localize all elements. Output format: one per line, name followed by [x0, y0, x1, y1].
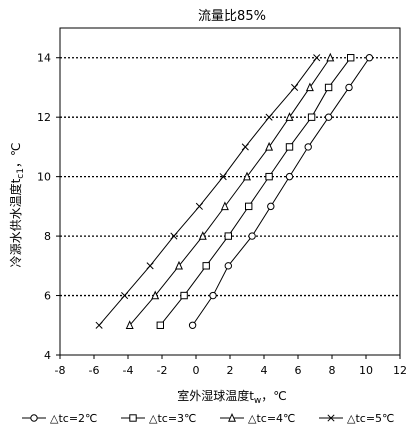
series-line	[98, 57, 318, 326]
data-point-circle	[345, 83, 353, 92]
y-axis: 4 6 8 10 12 14	[37, 52, 60, 362]
series-square	[156, 54, 355, 329]
data-point-triangle	[285, 112, 294, 121]
data-point-circle	[224, 262, 233, 270]
gridlines	[60, 57, 400, 297]
data-point-triangle	[265, 141, 274, 151]
x-tick-label: 6	[295, 364, 302, 377]
data-point-cross	[146, 262, 154, 270]
legend-label: △tc=3℃	[149, 412, 196, 425]
data-point-triangle	[326, 52, 335, 62]
series-circle	[188, 54, 374, 329]
y-tick-label: 6	[44, 290, 51, 303]
legend-item: △tc=3℃	[121, 412, 196, 425]
data-point-circle	[248, 232, 256, 240]
legend-label: △tc=4℃	[248, 412, 295, 425]
series-line	[129, 57, 331, 326]
series-triangle	[125, 52, 335, 329]
data-point-circle	[209, 291, 217, 300]
data-point-cross	[195, 202, 203, 210]
x-axis-title: 室外湿球温度tw，℃	[177, 388, 287, 406]
y-tick-label: 10	[37, 171, 51, 184]
x-axis-title-subscript: w	[254, 396, 261, 406]
y-tick-label: 12	[37, 111, 51, 124]
data-point-cross	[241, 143, 249, 151]
x-tick-label: -6	[89, 364, 100, 377]
x-tick-label: -8	[55, 364, 66, 377]
data-point-cross	[170, 232, 178, 240]
data-point-triangle	[175, 260, 183, 270]
data-point-circle	[285, 172, 294, 181]
legend-marker	[327, 414, 335, 422]
legend-marker	[30, 414, 38, 422]
y-tick-label: 14	[37, 52, 51, 65]
data-point-circle	[267, 202, 275, 211]
data-point-cross	[95, 321, 103, 329]
plot-frame	[59, 27, 401, 356]
data-point-square	[156, 321, 165, 329]
data-point-circle	[324, 113, 333, 121]
data-point-square	[224, 232, 233, 240]
data-point-triangle	[198, 231, 207, 240]
x-tick-label: 12	[393, 364, 407, 377]
data-point-square	[285, 143, 294, 151]
data-point-cross	[121, 291, 129, 300]
data-point-square	[324, 83, 333, 92]
legend-item: △tc=2℃	[22, 412, 97, 425]
legend-item: △tc=5℃	[319, 412, 394, 425]
data-point-triangle	[305, 82, 314, 92]
x-tick-label: -4	[123, 364, 134, 377]
x-tick-label: 8	[329, 364, 336, 377]
data-point-cross	[219, 173, 227, 181]
y-tick-label: 8	[44, 230, 51, 243]
data-point-circle	[365, 54, 374, 62]
x-tick-label: 0	[193, 364, 200, 377]
series-line	[159, 57, 352, 326]
series-cross	[95, 54, 321, 329]
legend-marker	[228, 412, 236, 422]
legend-marker	[129, 414, 137, 422]
x-tick-label: -2	[157, 364, 168, 377]
legend: △tc=2℃ △tc=3℃ △tc=4℃ △tc=5℃	[22, 412, 394, 425]
data-point-square	[347, 54, 355, 62]
y-axis-title: 冷源水供水温度tc1，℃	[8, 143, 26, 268]
data-point-triangle	[220, 201, 229, 211]
data-point-triangle	[125, 320, 134, 329]
y-tick-label: 4	[44, 349, 51, 362]
x-tick-label: 2	[227, 364, 234, 377]
legend-label: △tc=2℃	[50, 412, 97, 425]
data-point-circle	[188, 321, 197, 329]
series-line	[192, 57, 370, 326]
data-point-square	[202, 262, 210, 270]
chart-title: 流量比85%	[198, 9, 266, 24]
series-layer	[95, 52, 374, 329]
x-tick-label: 4	[261, 364, 268, 377]
data-point-square	[307, 113, 316, 121]
data-point-cross	[313, 54, 321, 62]
data-point-square	[245, 202, 253, 211]
y-axis-title-subscript: c1	[16, 168, 26, 179]
data-point-circle	[304, 143, 312, 151]
x-tick-label: 10	[359, 364, 373, 377]
data-point-cross	[265, 113, 273, 121]
data-point-square	[265, 172, 273, 181]
legend-label: △tc=5℃	[347, 412, 394, 425]
data-point-cross	[291, 83, 299, 92]
legend-item: △tc=4℃	[220, 412, 295, 425]
data-point-triangle	[151, 290, 160, 300]
data-point-square	[180, 291, 188, 300]
data-point-triangle	[243, 171, 251, 181]
x-axis: -8 -6 -4 -2 0 2 4 6 8 10 12	[55, 355, 407, 377]
